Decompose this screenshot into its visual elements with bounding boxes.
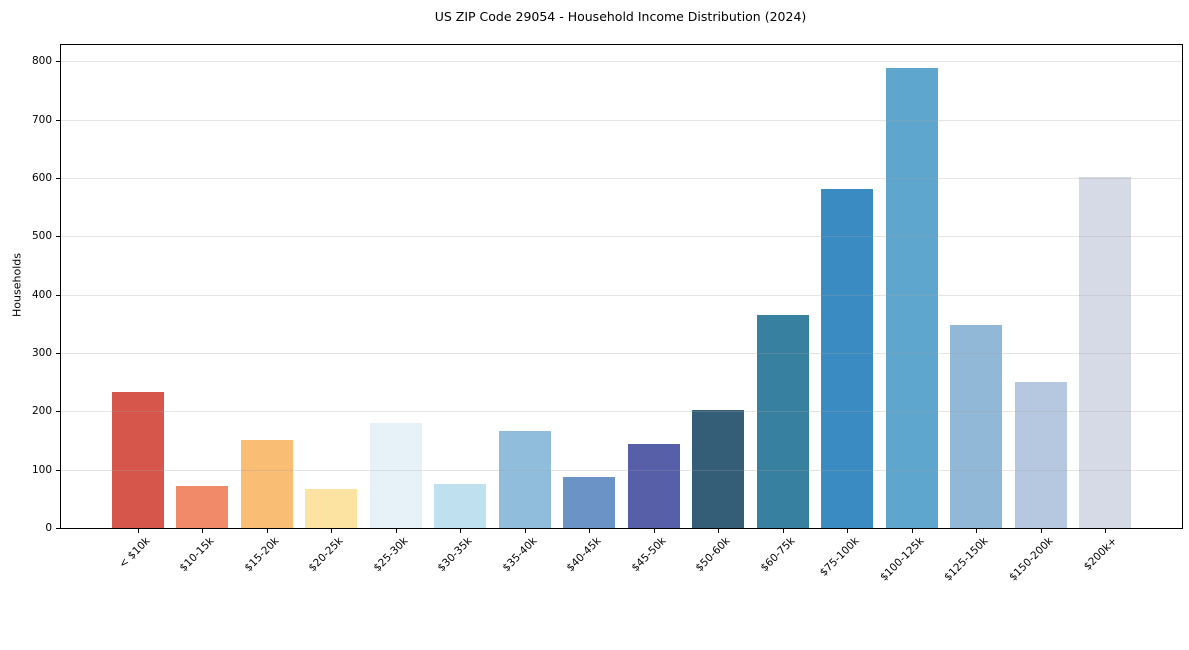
bar xyxy=(240,439,293,528)
y-tick-mark xyxy=(56,294,60,296)
x-tick-mark xyxy=(1105,529,1107,533)
x-tick-label: $10-15k xyxy=(177,535,217,575)
x-tick-mark xyxy=(718,529,720,533)
x-tick-label: $50-60k xyxy=(693,535,733,575)
x-tick-mark xyxy=(202,529,204,533)
x-tick-label: $125-150k xyxy=(942,535,991,584)
y-tick-label: 800 xyxy=(31,55,52,68)
x-tick-label: $150-200k xyxy=(1006,535,1056,584)
y-tick-mark xyxy=(56,61,60,63)
y-tick-mark xyxy=(56,353,60,354)
y-tick-label: 500 xyxy=(31,230,52,243)
x-tick-mark xyxy=(976,529,978,533)
bar xyxy=(1014,382,1067,528)
x-tick-label: $30-35k xyxy=(435,535,475,575)
bar xyxy=(821,188,874,528)
x-tick-label: $60-75k xyxy=(758,535,798,575)
x-tick-label: $25-30k xyxy=(371,535,411,575)
x-tick-mark xyxy=(911,529,913,533)
bar xyxy=(305,488,358,528)
x-tick-label: $20-25k xyxy=(306,535,346,575)
gridline xyxy=(61,61,1182,63)
figure: US ZIP Code 29054 - Household Income Dis… xyxy=(10,9,1183,584)
x-tick-label: $40-45k xyxy=(564,535,604,575)
x-tick-mark xyxy=(266,529,268,533)
x-tick-mark xyxy=(395,529,397,533)
x-tick-label: $200k+ xyxy=(1081,535,1120,573)
x-tick-mark xyxy=(589,529,591,533)
y-tick-mark xyxy=(56,178,60,179)
x-tick-mark xyxy=(137,529,139,533)
bar xyxy=(756,315,809,528)
x-tick-label: $45-50k xyxy=(629,535,669,575)
x-tick-mark xyxy=(331,529,333,533)
gridline xyxy=(61,119,1182,121)
bar xyxy=(434,484,487,528)
bar xyxy=(950,325,1003,528)
x-tick-mark xyxy=(653,529,655,533)
x-tick-label: $35-40k xyxy=(500,535,540,575)
chart-title: US ZIP Code 29054 - Household Income Dis… xyxy=(434,9,807,24)
y-tick-label: 400 xyxy=(31,288,52,301)
bar xyxy=(1079,176,1132,528)
x-tick-mark xyxy=(460,529,462,533)
y-tick-label: 0 xyxy=(45,522,52,534)
x-tick-mark xyxy=(847,529,849,533)
y-tick-label: 700 xyxy=(31,113,52,126)
bar xyxy=(692,410,745,528)
x-tick-mark xyxy=(524,529,526,533)
x-tick-label: < $10k xyxy=(116,535,153,571)
gridline xyxy=(61,411,1182,413)
y-tick-mark xyxy=(56,528,60,529)
gridline xyxy=(61,294,1182,296)
gridline xyxy=(61,353,1182,354)
bar xyxy=(111,392,164,528)
bar xyxy=(176,486,229,528)
y-tick-label: 100 xyxy=(31,463,52,476)
y-tick-label: 300 xyxy=(31,347,52,359)
x-tick-label: $15-20k xyxy=(242,535,282,575)
x-tick-label: $100-125k xyxy=(877,535,927,584)
bar xyxy=(369,423,422,528)
y-tick-mark xyxy=(56,469,60,471)
gridline xyxy=(61,178,1182,179)
y-tick-mark xyxy=(56,411,60,413)
x-tick-mark xyxy=(1040,529,1042,533)
bar xyxy=(885,68,938,528)
y-axis-label: Households xyxy=(10,253,24,317)
gridline xyxy=(61,236,1182,238)
y-tick-label: 200 xyxy=(31,405,52,418)
bar xyxy=(627,444,680,528)
bar xyxy=(498,430,551,528)
y-tick-mark xyxy=(56,236,60,238)
gridline xyxy=(61,469,1182,471)
y-tick-mark xyxy=(56,119,60,121)
bar xyxy=(563,477,616,528)
plot-area: < $10k $10-15k $15-20k $20-25k $25-30k $30-35… xyxy=(32,44,1183,584)
x-tick-mark xyxy=(782,529,784,533)
y-tick-label: 600 xyxy=(31,172,52,184)
x-tick-label: $75-100k xyxy=(817,535,862,579)
